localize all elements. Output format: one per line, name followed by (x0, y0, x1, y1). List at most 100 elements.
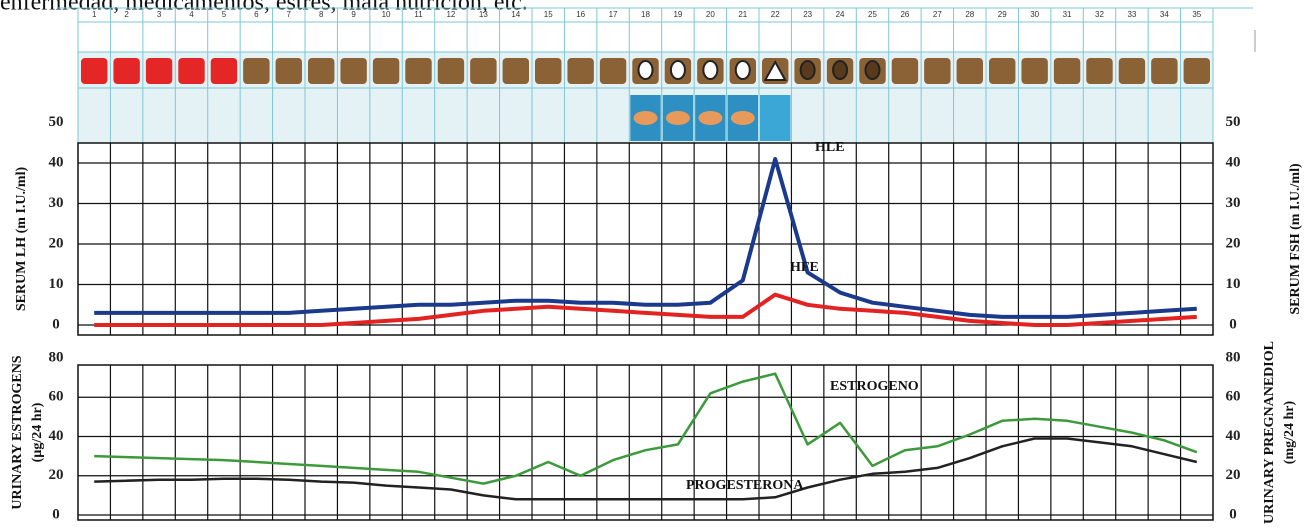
day-label: 26 (900, 10, 909, 19)
series-label: HFE (790, 260, 819, 275)
day-label: 19 (673, 10, 682, 19)
day-marker (1119, 58, 1145, 84)
day-marker (957, 58, 983, 84)
day-label: 20 (706, 10, 715, 19)
y2-tick-label: 0 (1229, 506, 1237, 522)
y2-tick-label: 60 (1226, 389, 1241, 405)
day-marker (373, 58, 399, 84)
y2-axis-title: URINARY PREGNANEDIOL (1262, 341, 1277, 524)
day-label: 25 (868, 10, 877, 19)
day-marker (81, 58, 107, 84)
day-label: 22 (771, 10, 780, 19)
day-label: 8 (319, 10, 324, 19)
day-label: 21 (738, 10, 747, 19)
y-tick-label: 80 (49, 349, 64, 365)
day-label: 34 (1160, 10, 1169, 19)
plot-frame (78, 365, 1213, 520)
y-axis-title: (µg/24 hr) (30, 402, 45, 462)
day-label: 9 (351, 10, 356, 19)
y2-axis-title: (mg/24 hr) (1282, 400, 1297, 464)
day-marker (146, 58, 172, 84)
y-tick-label: 10 (49, 276, 64, 292)
day-label: 11 (414, 10, 423, 19)
day-marker (924, 58, 950, 84)
day-marker (243, 58, 269, 84)
y2-tick-label: 40 (1226, 428, 1241, 444)
y-tick-label: 20 (49, 235, 64, 251)
day-label: 13 (479, 10, 488, 19)
day-marker (211, 58, 237, 84)
day-icon (703, 61, 717, 79)
day-marker (892, 58, 918, 84)
y-tick-label: 0 (52, 506, 60, 522)
y-tick-label: 20 (49, 467, 64, 483)
series-label: PROGESTERONA (686, 478, 804, 493)
day-label: 1 (92, 10, 97, 19)
day-label: 4 (189, 10, 194, 19)
day-image (760, 95, 790, 141)
day-icon (833, 61, 847, 79)
day-label: 32 (1095, 10, 1104, 19)
page: {"header_text": "enfermedad, medicamento… (0, 0, 1312, 527)
day-label: 35 (1192, 10, 1201, 19)
day-image-shape (698, 111, 722, 125)
day-marker (470, 58, 496, 84)
y2-tick-label: 0 (1229, 316, 1237, 332)
day-label: 27 (933, 10, 942, 19)
day-label: 28 (965, 10, 974, 19)
day-marker (438, 58, 464, 84)
day-label: 30 (1030, 10, 1039, 19)
day-marker (340, 58, 366, 84)
y-tick-label: 30 (49, 195, 64, 211)
day-marker (1086, 58, 1112, 84)
day-image-shape (666, 111, 690, 125)
day-marker (113, 58, 139, 84)
series-label: HLE (815, 140, 845, 155)
y-tick-label: 40 (49, 428, 64, 444)
series-label: ESTROGENO (830, 379, 919, 394)
day-marker (989, 58, 1015, 84)
day-marker (308, 58, 334, 84)
y2-tick-label: 50 (1226, 114, 1241, 130)
day-label: 10 (382, 10, 391, 19)
day-label: 14 (511, 10, 520, 19)
day-label: 6 (254, 10, 259, 19)
day-label: 31 (1063, 10, 1072, 19)
day-label: 16 (576, 10, 585, 19)
y-axis-title: SERUM LH (m I.U./ml) (14, 167, 29, 312)
day-marker (503, 58, 529, 84)
day-marker (1151, 58, 1177, 84)
day-icon (866, 61, 880, 79)
y2-tick-label: 20 (1226, 467, 1241, 483)
day-marker (1054, 58, 1080, 84)
day-marker (1021, 58, 1047, 84)
y-tick-label: 60 (49, 389, 64, 405)
day-label: 24 (836, 10, 845, 19)
day-marker (405, 58, 431, 84)
day-marker (535, 58, 561, 84)
day-marker (600, 58, 626, 84)
day-marker (1184, 58, 1210, 84)
y-tick-label: 40 (49, 154, 64, 170)
y2-tick-label: 80 (1226, 349, 1241, 365)
day-label: 15 (544, 10, 553, 19)
day-label: 12 (446, 10, 455, 19)
chart: enfermedad, medicamentos, estrés, mala n… (0, 0, 1312, 527)
day-label: 18 (641, 10, 650, 19)
day-label: 17 (609, 10, 618, 19)
day-marker (567, 58, 593, 84)
day-icon (736, 61, 750, 79)
day-label: 33 (1127, 10, 1136, 19)
y2-tick-label: 30 (1226, 195, 1241, 211)
y-axis-title: URINARY ESTROGENS (10, 355, 25, 509)
y-tick-label: 50 (49, 114, 64, 130)
day-marker (276, 58, 302, 84)
y2-tick-label: 20 (1226, 235, 1241, 251)
day-icon (639, 61, 653, 79)
day-image-shape (634, 111, 658, 125)
y2-tick-label: 10 (1226, 276, 1241, 292)
day-marker (178, 58, 204, 84)
day-label: 29 (998, 10, 1007, 19)
day-icon (801, 61, 815, 79)
y2-axis-title: SERUM FSH (m I.U./ml) (1288, 163, 1303, 315)
